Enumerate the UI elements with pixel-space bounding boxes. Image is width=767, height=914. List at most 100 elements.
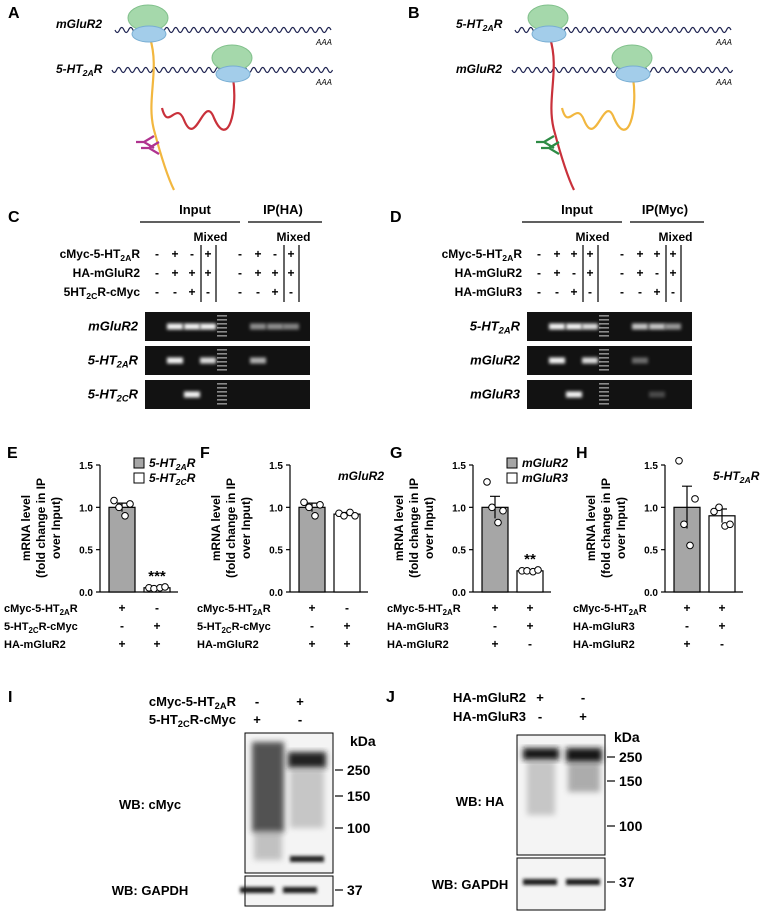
sign: - bbox=[493, 619, 497, 633]
label-part: R bbox=[511, 319, 521, 334]
gel bbox=[145, 380, 310, 409]
y-axis-label: mRNA level bbox=[209, 495, 223, 561]
antibody bbox=[541, 141, 560, 155]
ladder-band bbox=[599, 391, 609, 393]
condition-label: 5HT2CR-cMyc bbox=[64, 285, 141, 301]
y-axis-label: (fold change in IP bbox=[407, 478, 421, 578]
mixed-label: Mixed bbox=[276, 230, 310, 244]
ladder-band bbox=[599, 387, 609, 389]
ladder-band bbox=[599, 331, 609, 333]
label-part: R bbox=[187, 471, 196, 485]
condition-label: cMyc-5-HT2AR bbox=[60, 247, 141, 263]
gel-band bbox=[649, 323, 665, 330]
band bbox=[566, 748, 602, 762]
ladder-band bbox=[217, 327, 227, 329]
group-header: IP(Myc) bbox=[642, 202, 688, 217]
y-tick-label: 0.5 bbox=[644, 546, 658, 557]
sign: - bbox=[238, 266, 242, 280]
ladder-band bbox=[217, 369, 227, 371]
label-part: HA-mGluR3 bbox=[387, 621, 449, 633]
sign: - bbox=[588, 285, 592, 299]
label-part: 5-HT bbox=[470, 319, 500, 334]
smear bbox=[252, 742, 284, 832]
condition-label: HA-mGluR3 bbox=[453, 709, 526, 724]
label-part: HA-mGluR2 bbox=[73, 266, 141, 280]
y-tick-label: 0.0 bbox=[452, 588, 466, 599]
subscript: 2A bbox=[502, 253, 513, 263]
sign: - bbox=[555, 285, 559, 299]
condition-label: cMyc-5-HT2AR bbox=[197, 603, 271, 617]
ladder-band bbox=[599, 361, 609, 363]
bar bbox=[298, 506, 326, 593]
subscript: 2C bbox=[175, 477, 188, 487]
condition-label: HA-mGluR3 bbox=[573, 621, 635, 633]
y-tick-label: 1.0 bbox=[269, 503, 283, 514]
subscript: 2A bbox=[482, 23, 494, 33]
data-point bbox=[305, 503, 313, 512]
label-part: HA-mGluR2 bbox=[455, 266, 523, 280]
sign: + bbox=[718, 601, 725, 615]
smear bbox=[527, 760, 555, 815]
label-part: mGluR3 bbox=[470, 387, 521, 402]
sign: + bbox=[526, 619, 533, 633]
label-part: R-cMyc bbox=[39, 621, 78, 633]
chart-title: 5-HT2AR bbox=[713, 469, 760, 485]
gel-band bbox=[250, 323, 266, 330]
gel-band bbox=[566, 391, 582, 398]
gel-band bbox=[632, 323, 648, 330]
ladder-band bbox=[217, 399, 227, 401]
ladder-band bbox=[599, 369, 609, 371]
label-part: 5-HT bbox=[149, 471, 177, 485]
sign: - bbox=[537, 266, 541, 280]
label-part: 5-HT bbox=[88, 353, 118, 368]
label-part: R bbox=[639, 603, 647, 615]
ladder-band bbox=[217, 323, 227, 325]
ladder-band bbox=[599, 323, 609, 325]
band bbox=[290, 856, 324, 862]
y-tick-label: 0.5 bbox=[452, 546, 466, 557]
legend-swatch bbox=[506, 472, 518, 484]
sign: + bbox=[343, 637, 350, 651]
marker-label: 150 bbox=[347, 788, 371, 804]
sign: - bbox=[528, 637, 532, 651]
condition-label: cMyc-5-HT2AR bbox=[442, 247, 523, 263]
ladder-band bbox=[217, 383, 227, 385]
sign: - bbox=[120, 619, 124, 633]
subscript: 2A bbox=[215, 701, 227, 711]
sign: + bbox=[653, 247, 660, 261]
gel-label: mGluR3 bbox=[470, 387, 521, 402]
label-part: HA-mGluR2 bbox=[573, 639, 635, 651]
condition-label: HA-mGluR2 bbox=[73, 266, 141, 280]
sign: - bbox=[238, 285, 242, 299]
subscript: 2A bbox=[739, 475, 751, 485]
label-part: HA-mGluR3 bbox=[573, 621, 635, 633]
ribosome-small bbox=[615, 65, 651, 83]
label-part: R bbox=[263, 603, 271, 615]
legend-label: 5-HT2AR bbox=[149, 456, 196, 472]
ribosome-small bbox=[531, 25, 567, 43]
data-point bbox=[680, 520, 688, 529]
ribosome-small bbox=[131, 25, 167, 43]
poly-a-tail: AAA bbox=[715, 78, 732, 87]
label-part: HA-mGluR2 bbox=[197, 639, 259, 651]
sign: - bbox=[155, 601, 159, 615]
smear bbox=[290, 768, 324, 828]
data-point bbox=[499, 506, 507, 515]
condition-label: HA-mGluR2 bbox=[197, 639, 259, 651]
gel-band bbox=[167, 323, 183, 330]
data-point bbox=[340, 512, 348, 520]
y-axis-label: (fold change in IP bbox=[224, 478, 238, 578]
sign: - bbox=[638, 285, 642, 299]
condition-label: cMyc-5-HT2AR bbox=[4, 603, 78, 617]
poly-a-tail: AAA bbox=[715, 38, 732, 47]
group-header: Input bbox=[561, 202, 593, 217]
mixed-label: Mixed bbox=[575, 230, 609, 244]
ladder-band bbox=[599, 395, 609, 397]
label-part: mGluR2 bbox=[88, 319, 139, 334]
data-point bbox=[726, 520, 734, 529]
panel-letter: H bbox=[576, 445, 588, 462]
ladder-band bbox=[599, 353, 609, 355]
y-axis-label: mRNA level bbox=[19, 495, 33, 561]
sign: - bbox=[537, 247, 541, 261]
data-point bbox=[115, 503, 123, 512]
